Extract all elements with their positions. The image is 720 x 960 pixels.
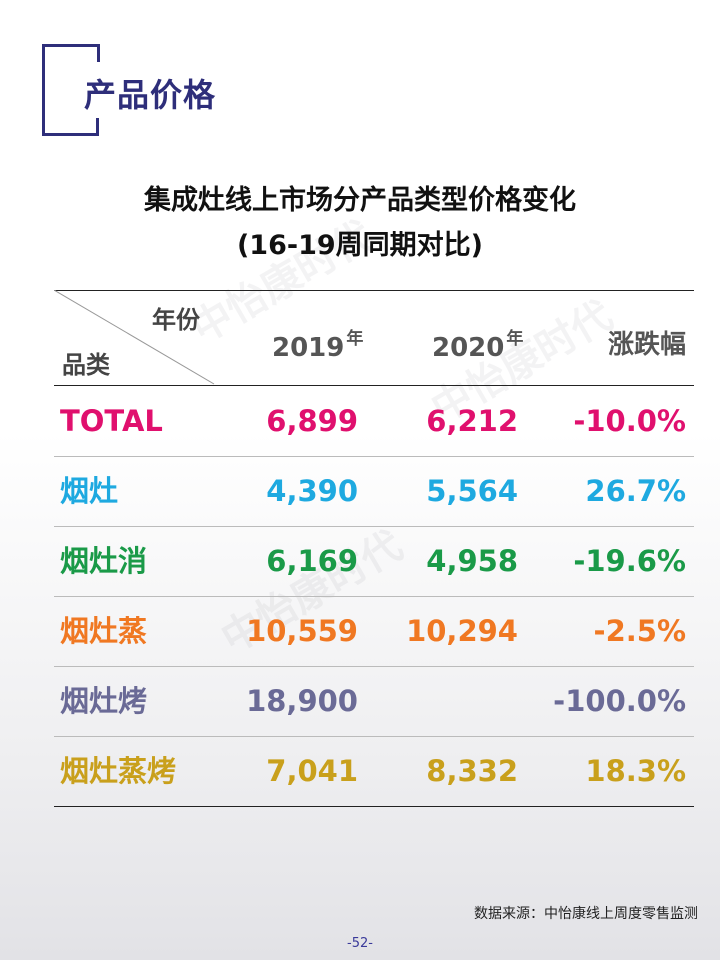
row-value-2019: 6,899 (266, 404, 358, 438)
row-change: -100.0% (553, 684, 686, 718)
row-change: 26.7% (585, 474, 686, 508)
table-top-rule (54, 290, 694, 291)
title-bracket-decoration (96, 118, 99, 136)
row-category: 烟灶消 (60, 544, 148, 578)
section-title: 产品价格 (84, 76, 217, 114)
data-source-note: 数据来源：中怡康线上周度零售监测 (474, 906, 698, 922)
table-row: TOTAL 6,899 6,212 -10.0% (54, 386, 694, 456)
header-col-2020-suffix: 年 (506, 329, 524, 349)
row-divider (54, 526, 694, 527)
row-category: 烟灶 (60, 474, 119, 508)
table-subtitle: (16-19周同期对比) (236, 230, 484, 261)
row-divider (54, 456, 694, 457)
page-number: -52- (347, 936, 373, 951)
row-value-2019: 4,390 (266, 474, 358, 508)
row-value-2019: 10,559 (246, 614, 358, 648)
row-category: 烟灶蒸 (60, 614, 148, 648)
table-header-rule (54, 385, 694, 386)
row-value-2019: 6,169 (266, 544, 358, 578)
table-row: 烟灶 4,390 5,564 26.7% (54, 456, 694, 526)
header-col-2020-year: 2020 (432, 333, 505, 363)
row-category: 烟灶蒸烤 (60, 754, 177, 788)
row-value-2019: 18,900 (246, 684, 358, 718)
row-value-2020: 6,212 (426, 404, 518, 438)
header-col-2019: 2019 年 (272, 324, 363, 363)
row-value-2020: 8,332 (426, 754, 518, 788)
header-year-label: 年份 (152, 306, 200, 334)
row-change: -10.0% (573, 404, 686, 438)
row-value-2020: 10,294 (406, 614, 518, 648)
table-row: 烟灶烤 18,900 -100.0% (54, 666, 694, 736)
row-value-2020: 4,958 (426, 544, 518, 578)
header-col-2020: 2020 年 (432, 324, 523, 363)
title-bracket-decoration (42, 44, 100, 136)
row-value-2019: 7,041 (266, 754, 358, 788)
row-divider (54, 596, 694, 597)
table-row: 烟灶蒸烤 7,041 8,332 18.3% (54, 736, 694, 806)
table-title: 集成灶线上市场分产品类型价格变化 (144, 185, 576, 216)
row-divider (54, 736, 694, 737)
row-change: -19.6% (573, 544, 686, 578)
table-bottom-rule (54, 806, 694, 807)
header-col-2019-suffix: 年 (346, 329, 364, 349)
row-category: 烟灶烤 (60, 684, 148, 718)
row-category: TOTAL (60, 404, 163, 438)
header-col-change: 涨跌幅 (607, 330, 686, 360)
header-diagonal-line (54, 290, 215, 385)
row-divider (54, 666, 694, 667)
table-row: 烟灶蒸 10,559 10,294 -2.5% (54, 596, 694, 666)
row-change: 18.3% (585, 754, 686, 788)
table-row: 烟灶消 6,169 4,958 -19.6% (54, 526, 694, 596)
header-category-label: 品类 (62, 351, 110, 379)
header-col-2019-year: 2019 (272, 333, 345, 363)
row-value-2020: 5,564 (426, 474, 518, 508)
row-change: -2.5% (593, 614, 686, 648)
